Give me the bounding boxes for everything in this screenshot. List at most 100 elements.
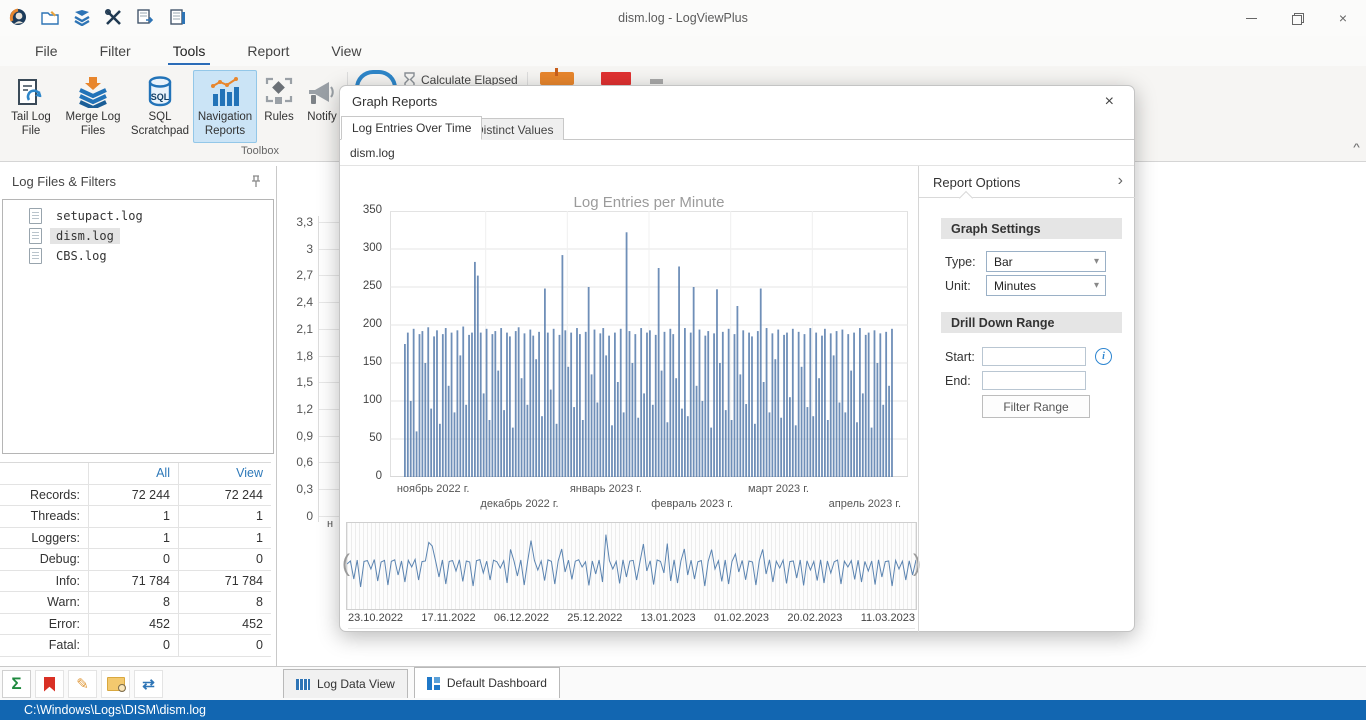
summary-sigma-button[interactable]: Σ (2, 670, 31, 698)
restore-button[interactable] (1274, 0, 1320, 36)
stats-row: Warn: 8 8 (0, 592, 271, 614)
x-axis-tick: март 2023 г. (748, 483, 809, 495)
stats-row: Fatal: 0 0 (0, 635, 271, 657)
dashboard-icon (426, 676, 440, 690)
bg-y-tick: 2,1 (296, 321, 313, 336)
stats-view-value: 0 (178, 549, 271, 570)
menu-bar: File Filter Tools Report View (0, 36, 1366, 66)
menu-tools[interactable]: Tools (152, 39, 227, 65)
stats-row: Debug: 0 0 (0, 549, 271, 571)
chart-title: Log Entries per Minute (573, 194, 725, 211)
stats-view-value: 452 (178, 613, 271, 634)
chevron-right-icon[interactable]: › (1117, 172, 1123, 189)
open-log-icon[interactable] (40, 6, 60, 28)
bookmark-icon (44, 676, 55, 692)
sql-scratchpad-button[interactable]: SQL SQL Scratchpad (128, 70, 192, 143)
bg-y-tick: 3 (306, 241, 313, 256)
y-axis-tick: 0 (375, 470, 382, 482)
gray-partial-icon[interactable] (650, 79, 663, 84)
edit-button[interactable]: ✎ (68, 670, 97, 698)
document-icon (29, 248, 42, 264)
sql-scratchpad-icon: SQL (145, 74, 175, 108)
pin-icon[interactable] (250, 174, 262, 188)
filter-range-button[interactable]: Filter Range (982, 395, 1090, 418)
background-chart-axis (318, 216, 319, 522)
stats-all-value: 0 (88, 549, 178, 570)
close-button[interactable]: × (1320, 0, 1366, 36)
refresh-partial-icon[interactable] (355, 70, 397, 88)
swap-view-button[interactable]: ⇄ (134, 670, 163, 698)
warning-partial-icon[interactable] (540, 68, 574, 85)
navigator-date-label: 13.01.2023 (640, 612, 696, 624)
chart-x-labels: ноябрь 2022 г. декабрь 2022 г. январь 2023… (390, 481, 908, 515)
stats-col-all[interactable]: All (88, 463, 178, 484)
y-axis-tick: 350 (362, 204, 382, 216)
file-item-CBS.log[interactable]: CBS.log (3, 246, 273, 266)
menu-view[interactable]: View (331, 42, 362, 59)
minimize-icon (1245, 17, 1257, 19)
find-in-files-button[interactable] (101, 670, 130, 698)
bookmark-button[interactable] (35, 670, 64, 698)
minimize-button[interactable] (1228, 0, 1274, 36)
stats-row-label: Debug: (39, 552, 80, 567)
start-input[interactable] (982, 347, 1086, 366)
file-item-setupact.log[interactable]: setupact.log (3, 206, 273, 226)
sql-scratchpad-label: SQL Scratchpad (130, 111, 190, 138)
export-log-icon[interactable] (136, 6, 156, 28)
stats-row-label: Loggers: (31, 530, 80, 545)
file-item-dism.log[interactable]: dism.log (3, 226, 273, 246)
merge-log-files-button[interactable]: Merge Log Files (58, 70, 128, 143)
tab-default-dashboard[interactable]: Default Dashboard (413, 667, 560, 698)
grid-icon (296, 678, 310, 690)
chart-zone: Log Entries per Minute 350 300 250 200 150 10… (340, 166, 921, 633)
error-partial-icon[interactable] (601, 72, 631, 85)
stats-row: Loggers: 1 1 (0, 527, 271, 549)
stats-row: Error: 452 452 (0, 613, 271, 635)
navigator-plot[interactable] (346, 522, 917, 610)
stats-table: All View Records: 72 244 72 244 Threads: 1 1 Log… (0, 462, 271, 657)
type-select[interactable]: Bar ▾ (986, 251, 1106, 272)
pencil-icon: ✎ (76, 676, 89, 693)
bg-y-tick: 2,7 (296, 268, 313, 283)
unit-select-value: Minutes (994, 278, 1037, 293)
status-bar: C:\Windows\Logs\DISM\dism.log (0, 700, 1366, 720)
navigator-left-handle[interactable]: ( (342, 550, 350, 577)
settings-tools-icon[interactable] (104, 6, 124, 28)
dialog-close-button[interactable]: × (1104, 93, 1114, 110)
tab-distinct-values[interactable]: Distinct Values (464, 118, 565, 140)
menu-file[interactable]: File (35, 42, 58, 59)
navigation-reports-button[interactable]: Navigation Reports (193, 70, 257, 143)
document-icon (29, 228, 42, 244)
dialog-file-label: dism.log (340, 140, 1134, 166)
view-log-icon[interactable] (168, 6, 188, 28)
y-axis-tick: 250 (362, 280, 382, 292)
stats-view-value: 0 (178, 635, 271, 656)
notify-megaphone-icon (305, 74, 339, 108)
tab-log-entries-over-time[interactable]: Log Entries Over Time (341, 116, 483, 140)
tab-log-data-view[interactable]: Log Data View (283, 669, 408, 698)
rules-button[interactable]: Rules (259, 70, 299, 128)
merge-files-small-icon[interactable] (72, 6, 92, 28)
bg-y-tick: 0,6 (296, 455, 313, 470)
unit-select[interactable]: Minutes ▾ (986, 275, 1106, 296)
navigator-right-handle[interactable]: ) (913, 550, 921, 577)
end-input[interactable] (982, 371, 1086, 390)
merge-log-files-icon (76, 74, 110, 108)
notify-button[interactable]: Notify (299, 70, 345, 128)
navigator-date-label: 23.10.2022 (348, 612, 404, 624)
file-name: CBS.log (56, 249, 107, 263)
stats-col-view[interactable]: View (178, 463, 271, 484)
x-axis-tick: февраль 2023 г. (651, 498, 734, 510)
menu-filter[interactable]: Filter (99, 42, 131, 59)
footer-strip: Σ ✎ ⇄ Log Data View Default Dashboard (0, 666, 1366, 700)
rules-icon (264, 74, 294, 108)
y-axis-tick: 200 (362, 318, 382, 330)
collapse-ribbon-chevron[interactable]: ^ (1352, 141, 1360, 153)
info-icon[interactable]: i (1095, 348, 1112, 365)
menu-report[interactable]: Report (247, 42, 290, 59)
stats-row-label: Error: (48, 616, 80, 631)
stats-view-value: 1 (178, 506, 271, 527)
tail-log-file-button[interactable]: Tail Log File (6, 70, 56, 143)
chevron-down-icon: ▾ (1093, 256, 1099, 267)
